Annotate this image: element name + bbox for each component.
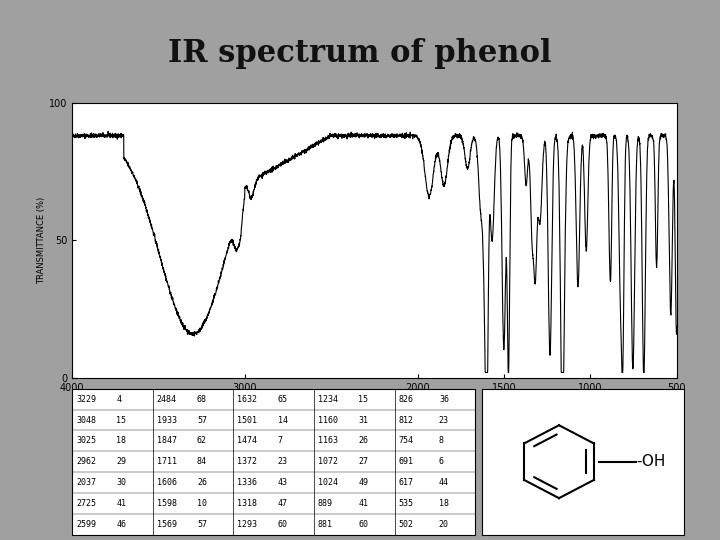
Text: 754: 754 [399, 436, 413, 446]
Text: 49: 49 [359, 478, 368, 487]
Text: 502: 502 [399, 519, 413, 529]
Text: 46: 46 [117, 519, 126, 529]
Text: 23: 23 [278, 457, 287, 466]
Text: 691: 691 [399, 457, 413, 466]
X-axis label: WAVE NUMBER / cm-1: WAVE NUMBER / cm-1 [320, 396, 428, 406]
Text: 2962: 2962 [76, 457, 96, 466]
Text: 18: 18 [117, 436, 126, 446]
Text: 881: 881 [318, 519, 333, 529]
Text: 1606: 1606 [157, 478, 176, 487]
Text: 27: 27 [359, 457, 368, 466]
Text: 57: 57 [197, 416, 207, 424]
Text: 1501: 1501 [238, 416, 257, 424]
Text: 4: 4 [117, 395, 122, 404]
Bar [482, 389, 684, 535]
Text: 18: 18 [439, 499, 449, 508]
Text: 41: 41 [117, 499, 126, 508]
Text: 1318: 1318 [238, 499, 257, 508]
Text: 1160: 1160 [318, 416, 338, 424]
Text: 10: 10 [197, 499, 207, 508]
Text: 57: 57 [197, 519, 207, 529]
Text: 6: 6 [439, 457, 444, 466]
Text: 47: 47 [278, 499, 287, 508]
Text: 889: 889 [318, 499, 333, 508]
Text: 23: 23 [439, 416, 449, 424]
Text: 29: 29 [117, 457, 126, 466]
Text: 1847: 1847 [157, 436, 176, 446]
Text: 3025: 3025 [76, 436, 96, 446]
Text: 1474: 1474 [238, 436, 257, 446]
Text: 3048: 3048 [76, 416, 96, 424]
Text: 62: 62 [197, 436, 207, 446]
Text: 60: 60 [359, 519, 368, 529]
Text: 7: 7 [278, 436, 283, 446]
Text: 1293: 1293 [238, 519, 257, 529]
Text: 1163: 1163 [318, 436, 338, 446]
Text: 1336: 1336 [238, 478, 257, 487]
Text: 826: 826 [399, 395, 413, 404]
Text: 15: 15 [117, 416, 126, 424]
Text: 617: 617 [399, 478, 413, 487]
Text: 8: 8 [439, 436, 444, 446]
Text: 1711: 1711 [157, 457, 176, 466]
Text: 1072: 1072 [318, 457, 338, 466]
Text: 2599: 2599 [76, 519, 96, 529]
Text: IR spectrum of phenol: IR spectrum of phenol [168, 38, 552, 69]
Text: 65: 65 [278, 395, 287, 404]
Text: 68: 68 [197, 395, 207, 404]
Text: 2037: 2037 [76, 478, 96, 487]
Text: 1933: 1933 [157, 416, 176, 424]
Text: 15: 15 [359, 395, 368, 404]
Text: 14: 14 [278, 416, 287, 424]
Text: 1569: 1569 [157, 519, 176, 529]
Text: 812: 812 [399, 416, 413, 424]
Text: 30: 30 [117, 478, 126, 487]
Text: 26: 26 [359, 436, 368, 446]
Text: 2725: 2725 [76, 499, 96, 508]
Text: 1372: 1372 [238, 457, 257, 466]
Text: 1632: 1632 [238, 395, 257, 404]
Text: -OH: -OH [636, 454, 666, 469]
Y-axis label: TRANSMITTANCE (%): TRANSMITTANCE (%) [37, 197, 46, 284]
Text: 44: 44 [439, 478, 449, 487]
Text: 20: 20 [439, 519, 449, 529]
Text: 3229: 3229 [76, 395, 96, 404]
Text: 1024: 1024 [318, 478, 338, 487]
Text: 26: 26 [197, 478, 207, 487]
Text: 31: 31 [359, 416, 368, 424]
Text: 60: 60 [278, 519, 287, 529]
Text: 43: 43 [278, 478, 287, 487]
Text: 36: 36 [439, 395, 449, 404]
Text: 41: 41 [359, 499, 368, 508]
Text: 84: 84 [197, 457, 207, 466]
Text: 2484: 2484 [157, 395, 176, 404]
Text: 535: 535 [399, 499, 413, 508]
Text: 1598: 1598 [157, 499, 176, 508]
Text: 1234: 1234 [318, 395, 338, 404]
